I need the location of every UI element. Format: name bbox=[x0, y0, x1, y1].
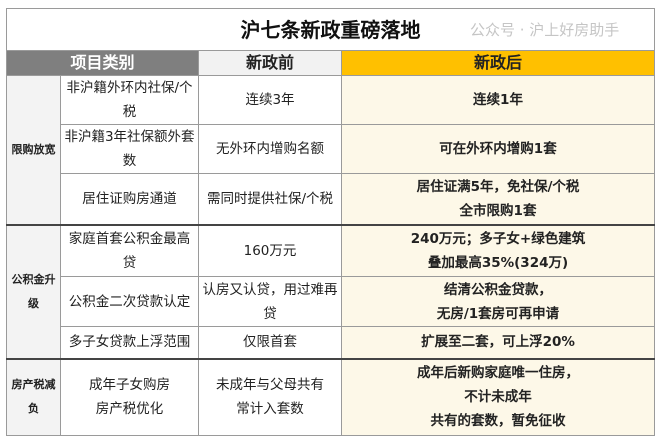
after-line: 240万元；多子女+绿色建筑 bbox=[410, 230, 586, 247]
item-line: 成年子女购房 bbox=[89, 377, 170, 394]
table-row: 公积金升级 家庭首套公积金最高贷 160万元 240万元；多子女+绿色建筑 叠加最… bbox=[6, 223, 655, 359]
before-cell: 仅限首套 bbox=[198, 326, 342, 359]
policy-table: 沪七条新政重磅落地 项目类别 新政前 新政后 限购放宽 非沪籍外环内社保/个税 … bbox=[6, 8, 655, 436]
after-line: 成年后新购家庭唯一住房， bbox=[417, 365, 579, 382]
group-label: 房产税减负 bbox=[6, 357, 61, 436]
before-cell: 认房又认贷，用过难再贷 bbox=[198, 276, 342, 327]
item-line: 房产税优化 bbox=[95, 401, 164, 418]
after-line: 共有的套数，暂免征收 bbox=[430, 413, 566, 430]
before-cell: 无外环内增购名额 bbox=[198, 124, 342, 174]
table-row: 限购放宽 非沪籍外环内社保/个税 连续3年 连续1年 bbox=[6, 75, 655, 225]
before-cell: 160万元 bbox=[198, 223, 342, 277]
item-cell: 多子女贷款上浮范围 bbox=[60, 326, 199, 359]
after-line: 结清公积金贷款， bbox=[444, 281, 552, 298]
after-line: 全市限购1套 bbox=[459, 202, 537, 219]
item-cell: 非沪籍外环内社保/个税 bbox=[60, 75, 199, 125]
before-cell: 连续3年 bbox=[198, 75, 342, 125]
before-line: 未成年与父母共有 bbox=[216, 377, 324, 394]
table-row: 非沪籍3年社保额外套数 无外环内增购名额 可在外环内增购1套 bbox=[7, 124, 655, 174]
after-line: 叠加最高35%(324万) bbox=[427, 254, 569, 271]
item-cell: 家庭首套公积金最高贷 bbox=[60, 223, 199, 277]
table-row: 多子女贷款上浮范围 仅限首套 扩展至二套，可上浮20% bbox=[7, 326, 655, 359]
table-row: 公积金二次贷款认定 认房又认贷，用过难再贷 结清公积金贷款， 无房/1套房可再申请 bbox=[7, 276, 655, 327]
after-line: 居住证满5年，免社保/个税 bbox=[416, 178, 580, 195]
table-row: 居住证购房通道 需同时提供社保/个税 居住证满5年，免社保/个税 全市限购1套 bbox=[7, 173, 655, 225]
after-cell: 可在外环内增购1套 bbox=[341, 124, 655, 174]
group-label: 公积金升级 bbox=[6, 223, 61, 359]
after-line: 不计未成年 bbox=[464, 389, 532, 406]
before-cell: 需同时提供社保/个税 bbox=[198, 173, 342, 225]
header-before: 新政前 bbox=[198, 50, 342, 76]
after-cell: 连续1年 bbox=[341, 75, 655, 125]
after-cell: 扩展至二套，可上浮20% bbox=[341, 326, 655, 359]
before-line: 常计入套数 bbox=[236, 401, 304, 418]
after-cell: 居住证满5年，免社保/个税 全市限购1套 bbox=[341, 173, 655, 225]
item-cell: 成年子女购房 房产税优化 bbox=[60, 357, 199, 436]
item-cell: 非沪籍3年社保额外套数 bbox=[60, 124, 199, 174]
header-category: 项目类别 bbox=[6, 50, 199, 76]
watermark: 公众号 · 沪上好房助手 bbox=[470, 21, 620, 39]
header-after: 新政后 bbox=[341, 50, 655, 76]
table-row: 房产税减负 成年子女购房 房产税优化 未成年与父母共有 常计入套数 成年后新购家庭唯… bbox=[6, 357, 655, 436]
item-cell: 公积金二次贷款认定 bbox=[60, 276, 199, 327]
after-cell: 结清公积金贷款， 无房/1套房可再申请 bbox=[341, 276, 655, 327]
table-title: 沪七条新政重磅落地 bbox=[6, 8, 655, 51]
item-cell: 居住证购房通道 bbox=[60, 173, 199, 225]
after-cell: 240万元；多子女+绿色建筑 叠加最高35%(324万) bbox=[341, 223, 655, 277]
group-label: 限购放宽 bbox=[6, 75, 61, 225]
after-cell: 成年后新购家庭唯一住房， 不计未成年共有的套数，暂免征收 bbox=[341, 357, 655, 436]
after-line: 无房/1套房可再申请 bbox=[436, 305, 560, 322]
before-cell: 未成年与父母共有 常计入套数 bbox=[198, 357, 342, 436]
